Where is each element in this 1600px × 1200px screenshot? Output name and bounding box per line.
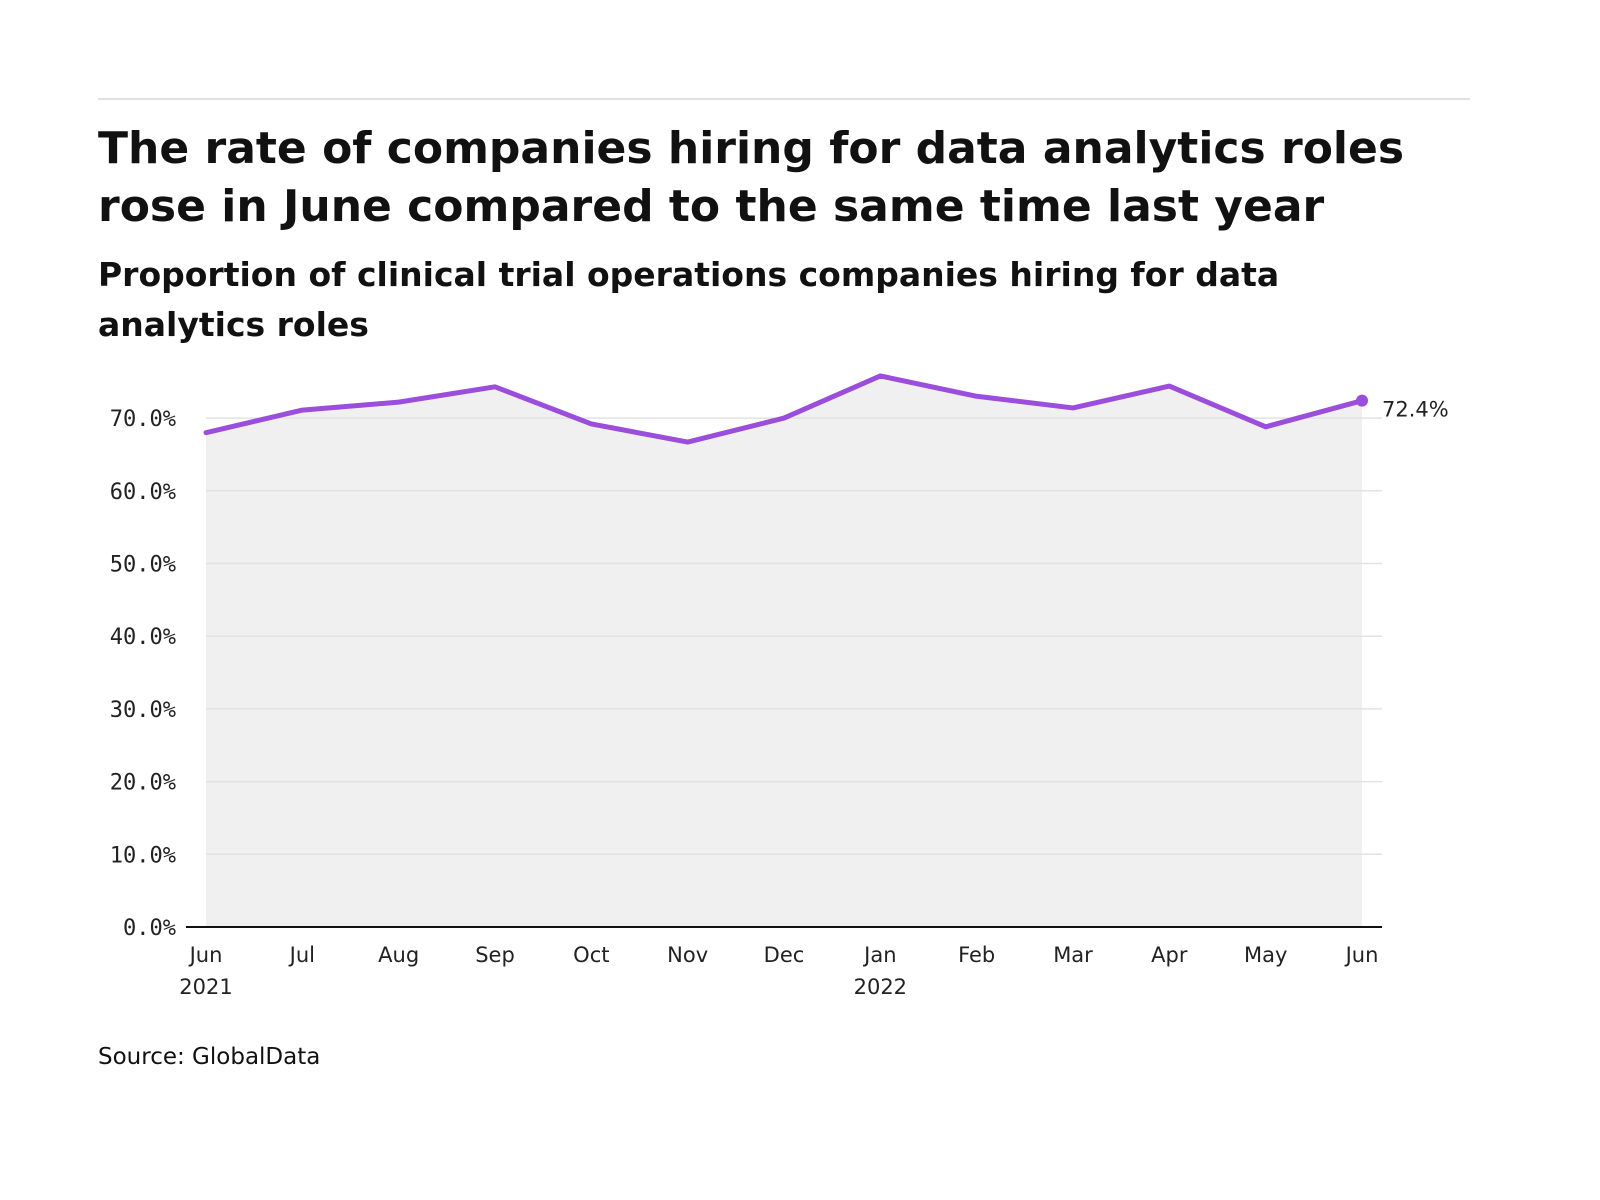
x-tick-year: 2022 (854, 975, 907, 999)
x-tick-label: Aug (378, 943, 419, 967)
last-value-label: 72.4% (1382, 398, 1449, 422)
y-tick-label: 20.0% (110, 771, 176, 796)
x-tick-label: Sep (475, 943, 515, 967)
y-tick-label: 60.0% (110, 480, 176, 505)
y-tick-label: 40.0% (110, 625, 176, 650)
area-fill (206, 375, 1362, 928)
chart-title: The rate of companies hiring for data an… (98, 123, 1405, 232)
chart-subtitle: Proportion of clinical trial operations … (98, 255, 1280, 344)
x-tick-label: Mar (1053, 943, 1093, 967)
y-tick-label: 30.0% (110, 698, 176, 723)
x-tick-label: Oct (573, 943, 609, 967)
series-line (203, 373, 1365, 445)
source-note: Source: GlobalData (98, 1044, 321, 1070)
x-tick-label: Dec (764, 943, 805, 967)
x-tick-label: Jan (862, 943, 896, 967)
y-tick-label: 70.0% (110, 407, 176, 432)
y-tick-label: 10.0% (110, 843, 176, 868)
y-tick-label: 50.0% (110, 553, 176, 578)
y-tick-label: 0.0% (123, 916, 176, 941)
x-tick-label: Feb (958, 943, 995, 967)
x-tick-label: Apr (1151, 943, 1188, 967)
x-tick-label: Jul (288, 943, 315, 967)
top-rule (98, 98, 1470, 100)
data-point (1356, 394, 1368, 407)
x-tick-label: May (1244, 943, 1287, 967)
x-tick-label: Jun (188, 943, 223, 967)
x-tick-label: Nov (667, 943, 708, 967)
x-tick-year: 2021 (179, 975, 232, 999)
x-tick-label: Jun (1344, 943, 1379, 967)
